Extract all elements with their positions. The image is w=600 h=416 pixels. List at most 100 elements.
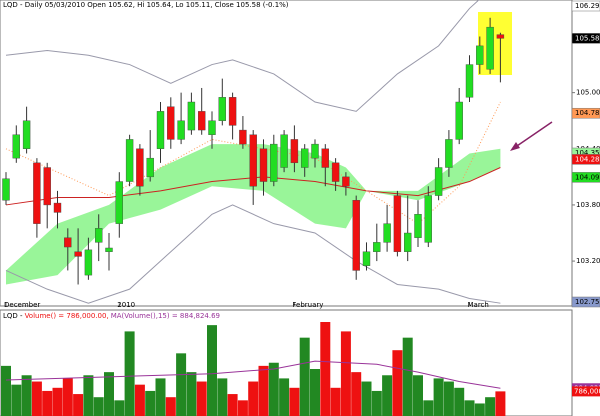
volume-bar — [83, 375, 94, 416]
candle-body — [33, 162, 41, 224]
volume-bar — [227, 394, 238, 416]
volume-bar — [42, 390, 53, 416]
volume-bar — [392, 350, 403, 416]
candle-body — [125, 139, 134, 182]
candle-body — [393, 195, 402, 252]
value-box-label: 104.78 — [575, 109, 600, 117]
volume-bar — [474, 403, 485, 416]
volume-bar — [176, 353, 187, 416]
volume-bar — [207, 325, 217, 416]
candle-body — [383, 223, 391, 243]
volume-bar — [186, 372, 197, 416]
volume-bar — [258, 365, 269, 416]
candle-body — [115, 181, 124, 224]
volume-value-label: 786,000 — [574, 387, 600, 395]
chart-title: LQD - Daily 05/03/2010 Open 105.62, Hi 1… — [3, 1, 289, 9]
candle-body — [321, 148, 329, 168]
volume-bar — [443, 381, 454, 416]
value-box-label: 104.355 — [575, 149, 600, 157]
x-tick-label: March — [468, 301, 489, 309]
volume-bar — [155, 378, 166, 416]
volume-bar — [413, 375, 423, 416]
candle-body — [167, 106, 175, 140]
volume-bar — [351, 372, 362, 416]
volume-bar — [237, 400, 248, 416]
candle-body — [197, 111, 206, 131]
candle-body — [445, 139, 453, 168]
volume-bar — [114, 400, 125, 416]
volume-bar — [485, 397, 496, 416]
value-box — [571, 296, 600, 308]
candle-body — [12, 134, 21, 159]
value-box — [571, 0, 600, 12]
volume-ma — [5, 360, 501, 389]
candle-body — [84, 249, 93, 276]
volume-bar — [104, 372, 114, 416]
candle-body — [64, 237, 72, 248]
candle-body — [74, 251, 82, 257]
volume-bar — [93, 397, 104, 416]
volume-bar — [310, 369, 320, 416]
candle-body — [476, 45, 484, 65]
candle-body — [177, 120, 185, 140]
volume-bar — [495, 391, 506, 416]
candle-body — [424, 195, 432, 243]
arrow-head — [510, 142, 520, 151]
volume-bar — [134, 384, 145, 416]
price-plot — [2, 0, 505, 304]
candle-body — [22, 120, 31, 149]
candle-body — [342, 176, 350, 187]
volume-bar — [454, 387, 465, 416]
volume-bar — [299, 337, 310, 416]
y-tick-label: 103.80 — [576, 201, 600, 209]
candle-body — [414, 214, 422, 238]
candle-body — [290, 139, 299, 164]
candle-body — [156, 111, 165, 149]
candle-body — [208, 120, 216, 135]
candle-body — [239, 129, 247, 145]
volume-bar — [340, 331, 351, 416]
volume-bar — [124, 331, 135, 416]
volume-bar — [279, 378, 290, 416]
volume-bar — [11, 384, 22, 416]
y-tick-label: 103.20 — [576, 257, 600, 265]
candle-body — [228, 97, 237, 126]
value-box-label: 106.293 — [575, 2, 600, 10]
candle-body — [105, 247, 113, 252]
candle-body — [280, 134, 288, 168]
candle-body — [331, 162, 340, 182]
candle-body — [352, 200, 360, 271]
volume-bar — [62, 378, 73, 416]
volume-bar — [52, 387, 63, 416]
value-box — [571, 107, 600, 119]
candle-body — [259, 148, 268, 182]
value-box-label: 104.095 — [575, 173, 600, 181]
candle-body — [301, 148, 309, 168]
candle-body — [434, 167, 443, 196]
arrow — [513, 121, 553, 149]
x-tick-label: December — [4, 301, 40, 309]
volume-bar — [145, 390, 156, 416]
candle-body — [373, 242, 381, 252]
volume-bar — [73, 394, 84, 416]
volume-title: LQD - — [3, 312, 23, 320]
volume-bar — [464, 400, 475, 416]
indicator-line — [5, 204, 501, 304]
volume-value-box — [572, 386, 600, 397]
volume-bar — [330, 387, 341, 416]
volume-bar — [268, 362, 279, 416]
volume-title: MA(Volume(),15) = 884,824.69 — [111, 312, 220, 320]
highlight-box — [478, 12, 512, 75]
volume-bar — [21, 375, 32, 416]
x-tick-label: 2010 — [117, 301, 135, 309]
candle-body — [2, 178, 10, 201]
y-tick-label: 105.00 — [576, 89, 600, 97]
value-box — [571, 33, 600, 44]
volume-bar — [248, 381, 259, 416]
volume-bar — [382, 375, 393, 416]
volume-bar — [31, 381, 42, 416]
candle-body — [136, 148, 144, 187]
candle-body — [465, 64, 474, 98]
candle-body — [94, 228, 103, 243]
